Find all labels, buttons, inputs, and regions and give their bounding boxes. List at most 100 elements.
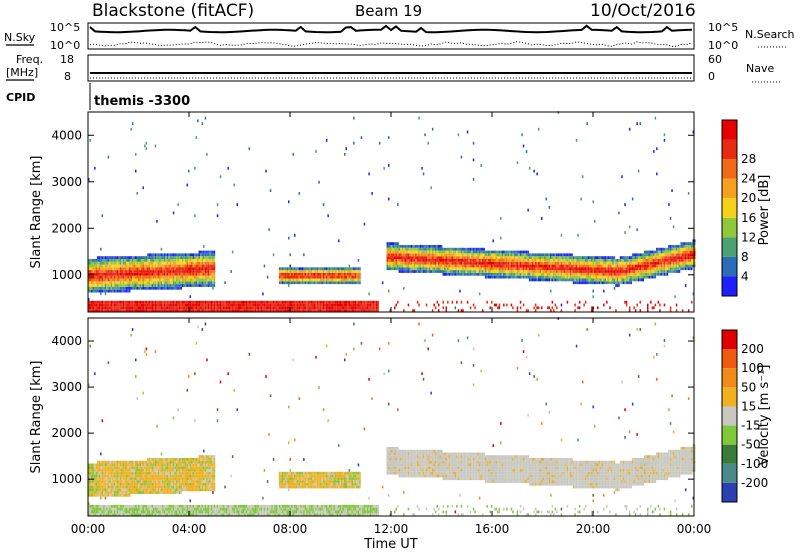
power-cell: [100, 267, 102, 271]
nsky-label: N.Sky: [4, 31, 36, 44]
power-cell: [613, 281, 616, 285]
power-cell: [618, 261, 620, 265]
power-cell: [112, 256, 114, 259]
power-cell: [148, 261, 151, 265]
power-cell: [621, 281, 623, 285]
power-cell: [430, 247, 432, 251]
power-cell: [560, 259, 563, 262]
power-cell: [386, 245, 388, 248]
velocity-cell: [124, 491, 126, 494]
power-cell: [174, 261, 176, 265]
power-cell: [144, 281, 146, 285]
power-cell: [156, 270, 158, 273]
power-cell: [563, 272, 566, 276]
power-cell: [115, 275, 117, 279]
power-cell: [413, 261, 416, 265]
power-cell: [321, 281, 323, 285]
power-cell: [677, 267, 679, 271]
power-cell: [609, 272, 611, 276]
power-cell: [456, 256, 458, 259]
power-cell: [587, 270, 590, 273]
power-cell: [174, 253, 176, 257]
power-cell: [665, 272, 667, 276]
power-cell: [556, 261, 558, 265]
power-cell: [513, 261, 516, 265]
power-cell: [389, 267, 391, 271]
power-cell: [594, 261, 596, 265]
power-cell: [334, 303, 337, 307]
power-cell: [538, 267, 540, 271]
power-cell: [615, 259, 617, 262]
velocity-cell: [100, 469, 102, 472]
power-cell: [192, 309, 194, 312]
power-cell: [121, 270, 123, 273]
power-cell: [603, 267, 605, 271]
power-cell: [462, 261, 464, 265]
velocity-cell: [118, 488, 120, 492]
power-cell: [362, 309, 364, 312]
velocity-cell: [95, 488, 98, 492]
power-cell: [210, 261, 213, 265]
power-cell: [265, 300, 267, 304]
power-cell: [109, 256, 111, 259]
power-cell: [392, 264, 394, 268]
power-cell: [315, 309, 317, 312]
power-cell: [151, 278, 154, 282]
velocity-cell: [113, 482, 116, 486]
power-cell: [572, 270, 575, 273]
power-cell: [598, 278, 601, 282]
power-cell: [486, 272, 488, 276]
power-cell: [110, 267, 113, 271]
power-cell: [407, 261, 410, 265]
power-cell: [666, 267, 669, 271]
power-cell: [321, 270, 323, 273]
velocity-cell: [107, 463, 110, 467]
power-cell: [185, 309, 187, 312]
power-cell: [198, 270, 201, 273]
power-cell: [589, 267, 591, 271]
power-cell: [560, 272, 563, 276]
power-cell: [160, 270, 163, 273]
power-cell: [609, 259, 611, 262]
power-cell: [681, 256, 684, 259]
power-cell: [213, 270, 216, 273]
power-cell: [162, 270, 164, 273]
velocity-cell: [113, 510, 116, 514]
power-cell: [294, 272, 296, 276]
power-cell: [578, 261, 581, 265]
power-cell: [601, 256, 604, 259]
power-cell: [524, 272, 526, 276]
power-cell: [660, 264, 663, 268]
power-cell: [681, 259, 684, 262]
power-cell: [178, 272, 181, 276]
power-cell: [162, 278, 164, 282]
power-cell: [157, 303, 160, 307]
power-cell: [418, 256, 420, 259]
power-cell: [491, 270, 493, 273]
velocity-cell: [88, 488, 90, 492]
power-cell: [130, 281, 132, 285]
power-cell: [197, 303, 199, 307]
power-cell: [613, 267, 616, 271]
velocity-cell: [116, 510, 119, 514]
power-cell: [163, 270, 166, 273]
power-cell: [507, 267, 510, 271]
power-cell: [178, 256, 181, 259]
power-cell: [447, 272, 449, 276]
power-cell: [174, 264, 176, 268]
power-cell: [298, 300, 301, 304]
power-cell: [439, 264, 441, 268]
power-cell: [162, 253, 164, 257]
power-cell: [110, 259, 113, 262]
power-cell: [410, 264, 413, 268]
velocity-cell: [88, 471, 90, 475]
velocity-cell: [112, 488, 114, 492]
power-cell: [171, 284, 173, 287]
power-cell: [481, 261, 484, 265]
power-cell: [360, 300, 363, 304]
power-cell: [200, 278, 202, 282]
power-cell: [671, 264, 673, 268]
power-cell: [654, 303, 657, 307]
power-cell: [478, 264, 481, 268]
power-cell: [521, 275, 523, 279]
